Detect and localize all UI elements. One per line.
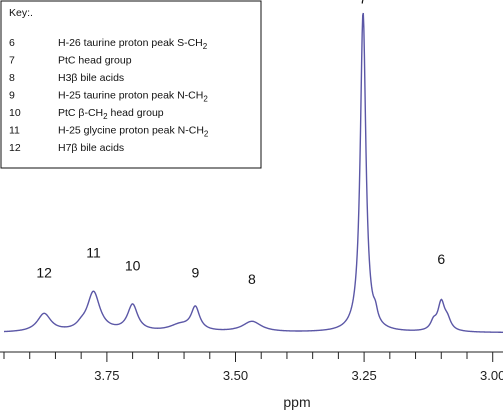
legend-border: [0, 0, 262, 169]
legend-entry-label: H-26 taurine proton peak S-CH2: [58, 37, 208, 51]
legend-entry-id: 7: [9, 55, 15, 67]
peak-label-11: 11: [86, 245, 101, 261]
peak-label-7: 7: [359, 0, 367, 6]
legend-title: Key:.: [9, 7, 33, 19]
legend-entry-label: H-25 taurine proton peak N-CH2: [58, 90, 208, 104]
legend-entry-id: 6: [9, 37, 15, 49]
peak-labels: 12 11 10 9 8 7 6: [36, 0, 445, 287]
legend-key-box: Key:. 6 H-26 taurine proton peak S-CH2 7 Pt…: [0, 0, 262, 169]
legend-entry-label: H7β bile acids: [58, 142, 124, 154]
legend-entry-id: 8: [9, 72, 15, 84]
legend-entry-label: H-25 glycine proton peak N-CH2: [58, 125, 209, 139]
x-axis-label: ppm: [283, 394, 310, 410]
legend-entry-label: PtC head group: [58, 55, 132, 67]
legend-entries: 6 H-26 taurine proton peak S-CH2 7 PtC head…: [9, 37, 209, 154]
x-tick-label: 3.25: [351, 368, 376, 383]
spectrum-line: [3, 12, 503, 333]
legend-entry-label: H3β bile acids: [58, 72, 124, 84]
legend-entry-label: PtC β-CH2 head group: [58, 107, 164, 121]
peak-label-9: 9: [191, 264, 199, 280]
peak-label-12: 12: [36, 264, 52, 280]
legend-entry-id: 12: [9, 142, 21, 154]
legend-entry-id: 11: [9, 125, 20, 137]
peak-label-8: 8: [248, 271, 256, 287]
x-axis-ticks: [3, 352, 494, 362]
peak-label-6: 6: [437, 251, 445, 267]
x-tick-label: 3.50: [223, 368, 248, 383]
x-axis-tick-labels: 3.75 3.50 3.25 3.00: [94, 368, 503, 383]
peak-label-10: 10: [125, 258, 141, 274]
legend-entry-id: 9: [9, 90, 15, 102]
legend-entry-id: 10: [9, 107, 21, 119]
x-tick-label: 3.00: [480, 368, 503, 383]
x-tick-label: 3.75: [94, 368, 119, 383]
